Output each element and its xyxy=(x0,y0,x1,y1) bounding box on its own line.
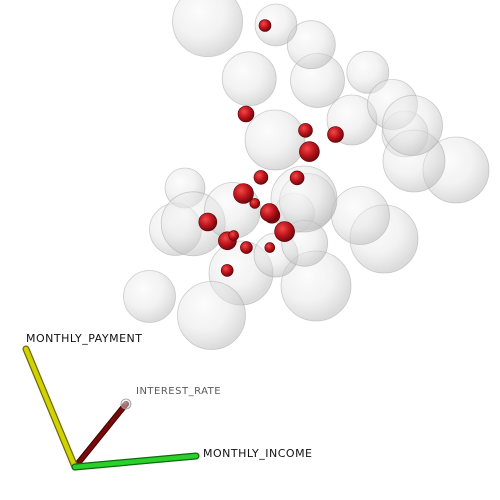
inner-core-point xyxy=(240,242,252,254)
inner-core-point xyxy=(299,142,319,162)
inner-core-point xyxy=(199,213,217,231)
z-axis-label: INTEREST_RATE xyxy=(136,386,221,397)
outer-surface-point xyxy=(383,96,443,156)
outer-surface-point xyxy=(173,0,243,57)
x-axis xyxy=(75,456,196,467)
outer-surface-point xyxy=(124,271,176,323)
outer-surface-layer xyxy=(124,0,490,349)
inner-core-point xyxy=(238,106,254,122)
inner-core-point xyxy=(259,20,271,32)
inner-core-point xyxy=(260,204,278,222)
inner-core-point xyxy=(221,264,233,276)
outer-surface-point xyxy=(245,110,305,170)
x-axis-label: MONTHLY_INCOME xyxy=(203,447,313,460)
outer-surface-point xyxy=(178,282,246,350)
inner-core-point xyxy=(290,171,304,185)
inner-core-point xyxy=(265,243,275,253)
outer-surface-point xyxy=(332,187,390,245)
inner-core-point xyxy=(275,222,295,242)
outer-surface-point xyxy=(222,52,276,106)
inner-core-point xyxy=(229,231,239,241)
z-axis xyxy=(75,399,131,467)
inner-core-point xyxy=(299,123,313,137)
inner-core-point xyxy=(250,198,260,208)
y-axis-label: MONTHLY_PAYMENT xyxy=(26,332,142,345)
y-axis xyxy=(26,349,75,467)
inner-core-point xyxy=(328,127,344,143)
inner-core-point xyxy=(254,170,268,184)
axes-triad: MONTHLY_PAYMENT INTEREST_RATE MONTHLY_IN… xyxy=(26,332,313,467)
